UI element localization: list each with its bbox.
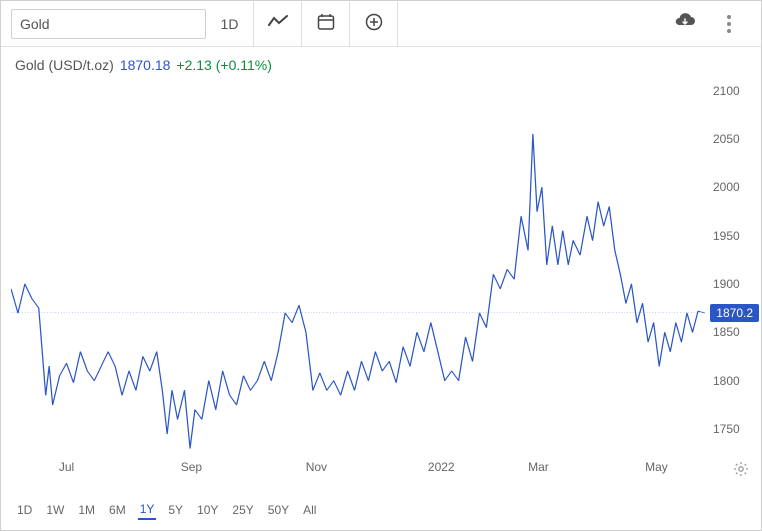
line-chart-icon — [268, 15, 288, 32]
y-tick-label: 1900 — [713, 277, 740, 291]
y-tick-label: 2050 — [713, 132, 740, 146]
y-tick-label: 2000 — [713, 180, 740, 194]
y-axis[interactable]: 1750 1800 1850 1900 1950 2000 2050 2100 1870.2 — [705, 81, 761, 458]
range-25y[interactable]: 25Y — [230, 501, 255, 519]
quote-row: Gold (USD/t.oz) 1870.18 +2.13 (+0.11%) — [1, 47, 761, 77]
symbol-name: Gold (USD/t.oz) — [15, 57, 114, 73]
current-price-flag: 1870.2 — [710, 304, 759, 322]
x-tick-label: Sep — [181, 460, 202, 474]
chart-settings-button[interactable] — [733, 461, 749, 482]
last-price: 1870.18 — [120, 57, 171, 73]
range-1y[interactable]: 1Y — [138, 500, 157, 520]
cloud-download-icon — [674, 13, 696, 34]
calendar-icon — [317, 13, 335, 34]
range-1w[interactable]: 1W — [44, 501, 66, 519]
range-5y[interactable]: 5Y — [166, 501, 185, 519]
y-tick-label: 1800 — [713, 374, 740, 388]
x-tick-label: May — [645, 460, 668, 474]
y-tick-label: 1850 — [713, 325, 740, 339]
range-selector: 1D 1W 1M 6M 1Y 5Y 10Y 25Y 50Y All — [15, 500, 318, 520]
toolbar: Gold 1D — [1, 1, 761, 47]
x-tick-label: 2022 — [428, 460, 455, 474]
gear-icon — [733, 464, 749, 481]
x-tick-label: Nov — [306, 460, 327, 474]
chart-type-button[interactable] — [254, 2, 302, 46]
download-button[interactable] — [663, 2, 707, 46]
y-tick-label: 1750 — [713, 422, 740, 436]
range-50y[interactable]: 50Y — [266, 501, 291, 519]
range-1d[interactable]: 1D — [15, 501, 34, 519]
range-1m[interactable]: 1M — [76, 501, 97, 519]
more-menu-button[interactable] — [707, 2, 751, 46]
x-tick-label: Mar — [528, 460, 549, 474]
interval-button[interactable]: 1D — [206, 2, 254, 46]
chart-plot-area[interactable] — [11, 81, 705, 458]
price-change: +2.13 (+0.11%) — [176, 57, 272, 73]
y-tick-label: 1950 — [713, 229, 740, 243]
plus-circle-icon — [365, 13, 383, 34]
range-10y[interactable]: 10Y — [195, 501, 220, 519]
date-range-button[interactable] — [302, 2, 350, 46]
line-chart-svg — [11, 81, 705, 458]
symbol-search-input[interactable]: Gold — [11, 9, 206, 39]
range-6m[interactable]: 6M — [107, 501, 128, 519]
kebab-icon — [727, 15, 731, 33]
add-indicator-button[interactable] — [350, 2, 398, 46]
x-tick-label: Jul — [59, 460, 74, 474]
x-axis[interactable]: Jul Sep Nov 2022 Mar May — [11, 460, 705, 480]
chart-widget: Gold 1D — [0, 0, 762, 531]
y-tick-label: 2100 — [713, 84, 740, 98]
interval-label: 1D — [221, 16, 239, 32]
range-all[interactable]: All — [301, 501, 318, 519]
search-value: Gold — [20, 16, 50, 32]
